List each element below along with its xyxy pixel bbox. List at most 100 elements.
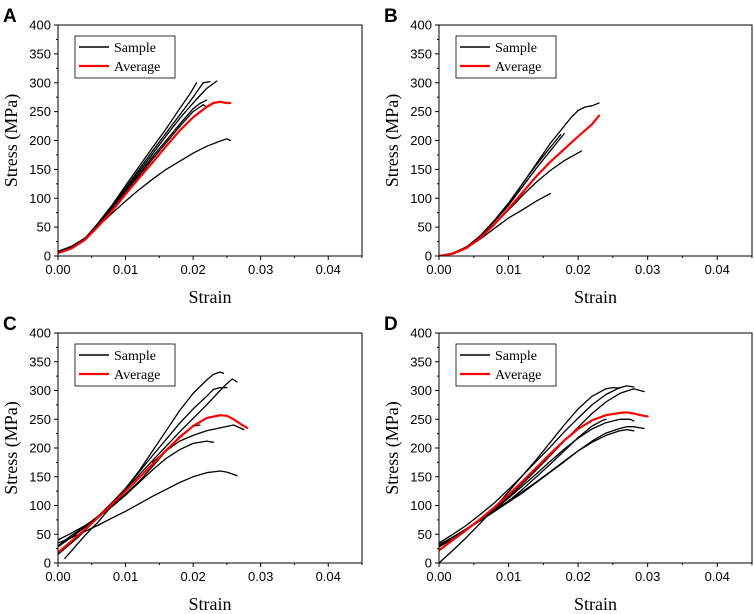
- y-tick-label: 300: [29, 383, 51, 398]
- y-tick-label: 300: [29, 75, 51, 90]
- x-tick-label: 0.03: [635, 569, 660, 584]
- x-axis-title: Strain: [574, 287, 617, 307]
- x-tick-label: 0.00: [426, 569, 451, 584]
- sample-series-line-2: [58, 80, 211, 254]
- panel-letter: A: [3, 6, 17, 27]
- legend-label-average: Average: [114, 60, 160, 75]
- legend-label-average: Average: [114, 368, 160, 383]
- legend-box: [74, 343, 176, 387]
- y-tick-label: 350: [410, 46, 432, 61]
- x-tick-label: 0.00: [45, 569, 70, 584]
- y-axis-title: Stress (MPa): [382, 401, 403, 495]
- x-tick-label: 0.04: [316, 569, 341, 584]
- sample-series-line-3: [439, 132, 565, 256]
- series-group: [439, 102, 601, 256]
- legend: Sample Average: [455, 343, 557, 387]
- x-tick-label: 0.02: [565, 262, 590, 277]
- chart-panel-a: A 0 50 100 150 200 250 300 350 400 0.00 0.01 0.02 0.0…: [1, 6, 363, 307]
- x-tick-label: 0.00: [45, 262, 70, 277]
- average-series-line: [439, 114, 601, 256]
- chart-panel-b: B 0 50 100 150 200 250 300 350 400 0.00 0.01 0.02 0.0…: [382, 6, 753, 307]
- sample-series-line-1: [64, 371, 225, 560]
- x-axis-title: Strain: [189, 594, 232, 614]
- y-tick-label: 50: [37, 527, 51, 542]
- legend: Sample Average: [74, 35, 176, 79]
- y-tick-label: 100: [410, 498, 432, 513]
- x-tick-label: 0.02: [565, 569, 590, 584]
- y-tick-label: 0: [425, 249, 432, 264]
- x-tick-label: 0.01: [113, 262, 138, 277]
- sample-series-line-2: [58, 386, 228, 548]
- sample-series-line-7: [58, 470, 238, 544]
- y-tick-label: 250: [410, 412, 432, 427]
- sample-series-line-5: [58, 440, 215, 541]
- y-tick-label: 250: [410, 104, 432, 119]
- sample-series-line-1: [58, 82, 198, 254]
- y-tick-label: 150: [29, 162, 51, 177]
- y-tick-label: 350: [29, 46, 51, 61]
- x-tick-label: 0.04: [705, 569, 730, 584]
- y-axis-title: Stress (MPa): [382, 94, 403, 188]
- y-tick-label: 250: [29, 412, 51, 427]
- legend: Sample Average: [74, 343, 176, 387]
- sample-series-line-1: [439, 102, 600, 256]
- y-tick-label: 400: [410, 18, 432, 33]
- x-tick-label: 0.01: [496, 262, 521, 277]
- legend-box: [455, 35, 557, 79]
- sample-series-line-3: [58, 80, 218, 253]
- average-series-line: [439, 411, 649, 552]
- sample-series-line-2: [439, 385, 635, 544]
- sample-series-line-2: [439, 134, 562, 256]
- sample-series-line-7: [493, 428, 635, 511]
- y-tick-label: 400: [29, 18, 51, 33]
- chart-panel-c: C 0 50 100 150 200 250 300 350 400 0.00 0.01 0.02 0.0…: [1, 314, 363, 614]
- x-tick-label: 0.01: [113, 569, 138, 584]
- y-tick-label: 300: [410, 75, 432, 90]
- y-tick-label: 400: [410, 326, 432, 341]
- average-series-line: [58, 414, 249, 554]
- y-tick-label: 0: [425, 556, 432, 571]
- legend-label-average: Average: [495, 60, 541, 75]
- x-tick-label: 0.02: [180, 262, 205, 277]
- y-tick-label: 150: [410, 469, 432, 484]
- y-tick-label: 150: [29, 469, 51, 484]
- panel-letter: C: [3, 314, 17, 335]
- legend-label-sample: Sample: [495, 349, 537, 364]
- legend-label-average: Average: [495, 368, 541, 383]
- y-tick-label: 50: [37, 220, 51, 235]
- average-series-line: [58, 100, 232, 255]
- series-group: [58, 80, 232, 255]
- y-tick-label: 200: [410, 133, 432, 148]
- legend-label-sample: Sample: [114, 41, 156, 56]
- x-tick-label: 0.00: [426, 262, 451, 277]
- series-group: [439, 385, 649, 563]
- y-tick-label: 100: [29, 498, 51, 513]
- y-tick-label: 100: [410, 191, 432, 206]
- x-axis-title: Strain: [189, 287, 232, 307]
- y-tick-label: 300: [410, 383, 432, 398]
- sample-series-line-1: [439, 386, 621, 563]
- x-tick-label: 0.04: [316, 262, 341, 277]
- y-tick-label: 400: [29, 326, 51, 341]
- y-tick-label: 350: [410, 354, 432, 369]
- y-tick-label: 150: [410, 162, 432, 177]
- y-tick-label: 100: [29, 191, 51, 206]
- x-tick-label: 0.03: [635, 262, 660, 277]
- y-tick-label: 0: [44, 249, 51, 264]
- x-tick-label: 0.03: [248, 569, 273, 584]
- panel-letter: B: [384, 6, 398, 27]
- y-tick-label: 0: [44, 556, 51, 571]
- y-tick-label: 200: [410, 441, 432, 456]
- y-axis-title: Stress (MPa): [1, 94, 22, 188]
- y-tick-label: 350: [29, 354, 51, 369]
- y-tick-label: 50: [418, 220, 432, 235]
- sample-series-line-6: [58, 138, 231, 253]
- x-tick-label: 0.01: [496, 569, 521, 584]
- y-tick-label: 250: [29, 104, 51, 119]
- x-axis-title: Strain: [574, 594, 617, 614]
- series-group: [58, 371, 249, 560]
- legend-box: [455, 343, 557, 387]
- y-tick-label: 50: [418, 527, 432, 542]
- legend: Sample Average: [455, 35, 557, 79]
